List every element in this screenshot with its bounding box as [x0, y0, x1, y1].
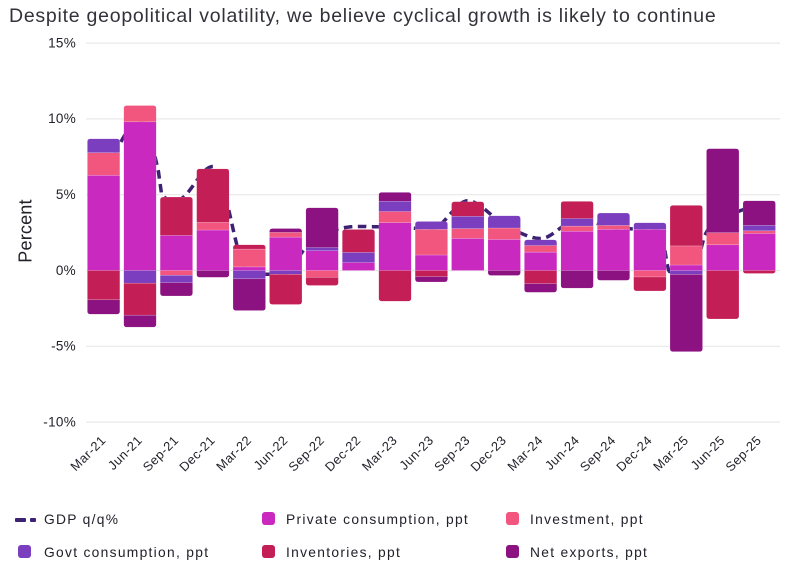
svg-text:Mar-23: Mar-23: [359, 433, 400, 474]
svg-text:Sep-25: Sep-25: [722, 433, 764, 475]
svg-text:Sep-21: Sep-21: [140, 433, 182, 475]
svg-text:Mar-25: Mar-25: [650, 433, 691, 474]
svg-text:Dec-23: Dec-23: [467, 433, 509, 475]
svg-text:Dec-22: Dec-22: [322, 433, 364, 475]
svg-text:5%: 5%: [56, 187, 76, 202]
svg-text:10%: 10%: [48, 111, 76, 126]
svg-text:Sep-24: Sep-24: [577, 433, 619, 475]
svg-text:Mar-21: Mar-21: [67, 433, 108, 474]
svg-text:0%: 0%: [56, 263, 76, 278]
svg-text:Sep-23: Sep-23: [431, 433, 473, 475]
svg-text:Dec-24: Dec-24: [613, 433, 655, 475]
svg-text:Mar-24: Mar-24: [504, 433, 545, 474]
svg-text:Jun-24: Jun-24: [542, 433, 582, 473]
svg-text:Mar-22: Mar-22: [213, 433, 254, 474]
svg-text:Percent: Percent: [16, 199, 36, 262]
svg-text:Dec-21: Dec-21: [176, 433, 218, 475]
svg-text:Jun-23: Jun-23: [396, 433, 436, 473]
svg-text:-10%: -10%: [43, 414, 76, 429]
svg-text:Sep-22: Sep-22: [285, 433, 327, 475]
svg-text:-5%: -5%: [51, 339, 76, 354]
svg-text:Jun-25: Jun-25: [687, 433, 727, 473]
svg-text:15%: 15%: [48, 35, 76, 50]
svg-text:Jun-22: Jun-22: [250, 433, 290, 473]
svg-text:Jun-21: Jun-21: [105, 433, 145, 473]
